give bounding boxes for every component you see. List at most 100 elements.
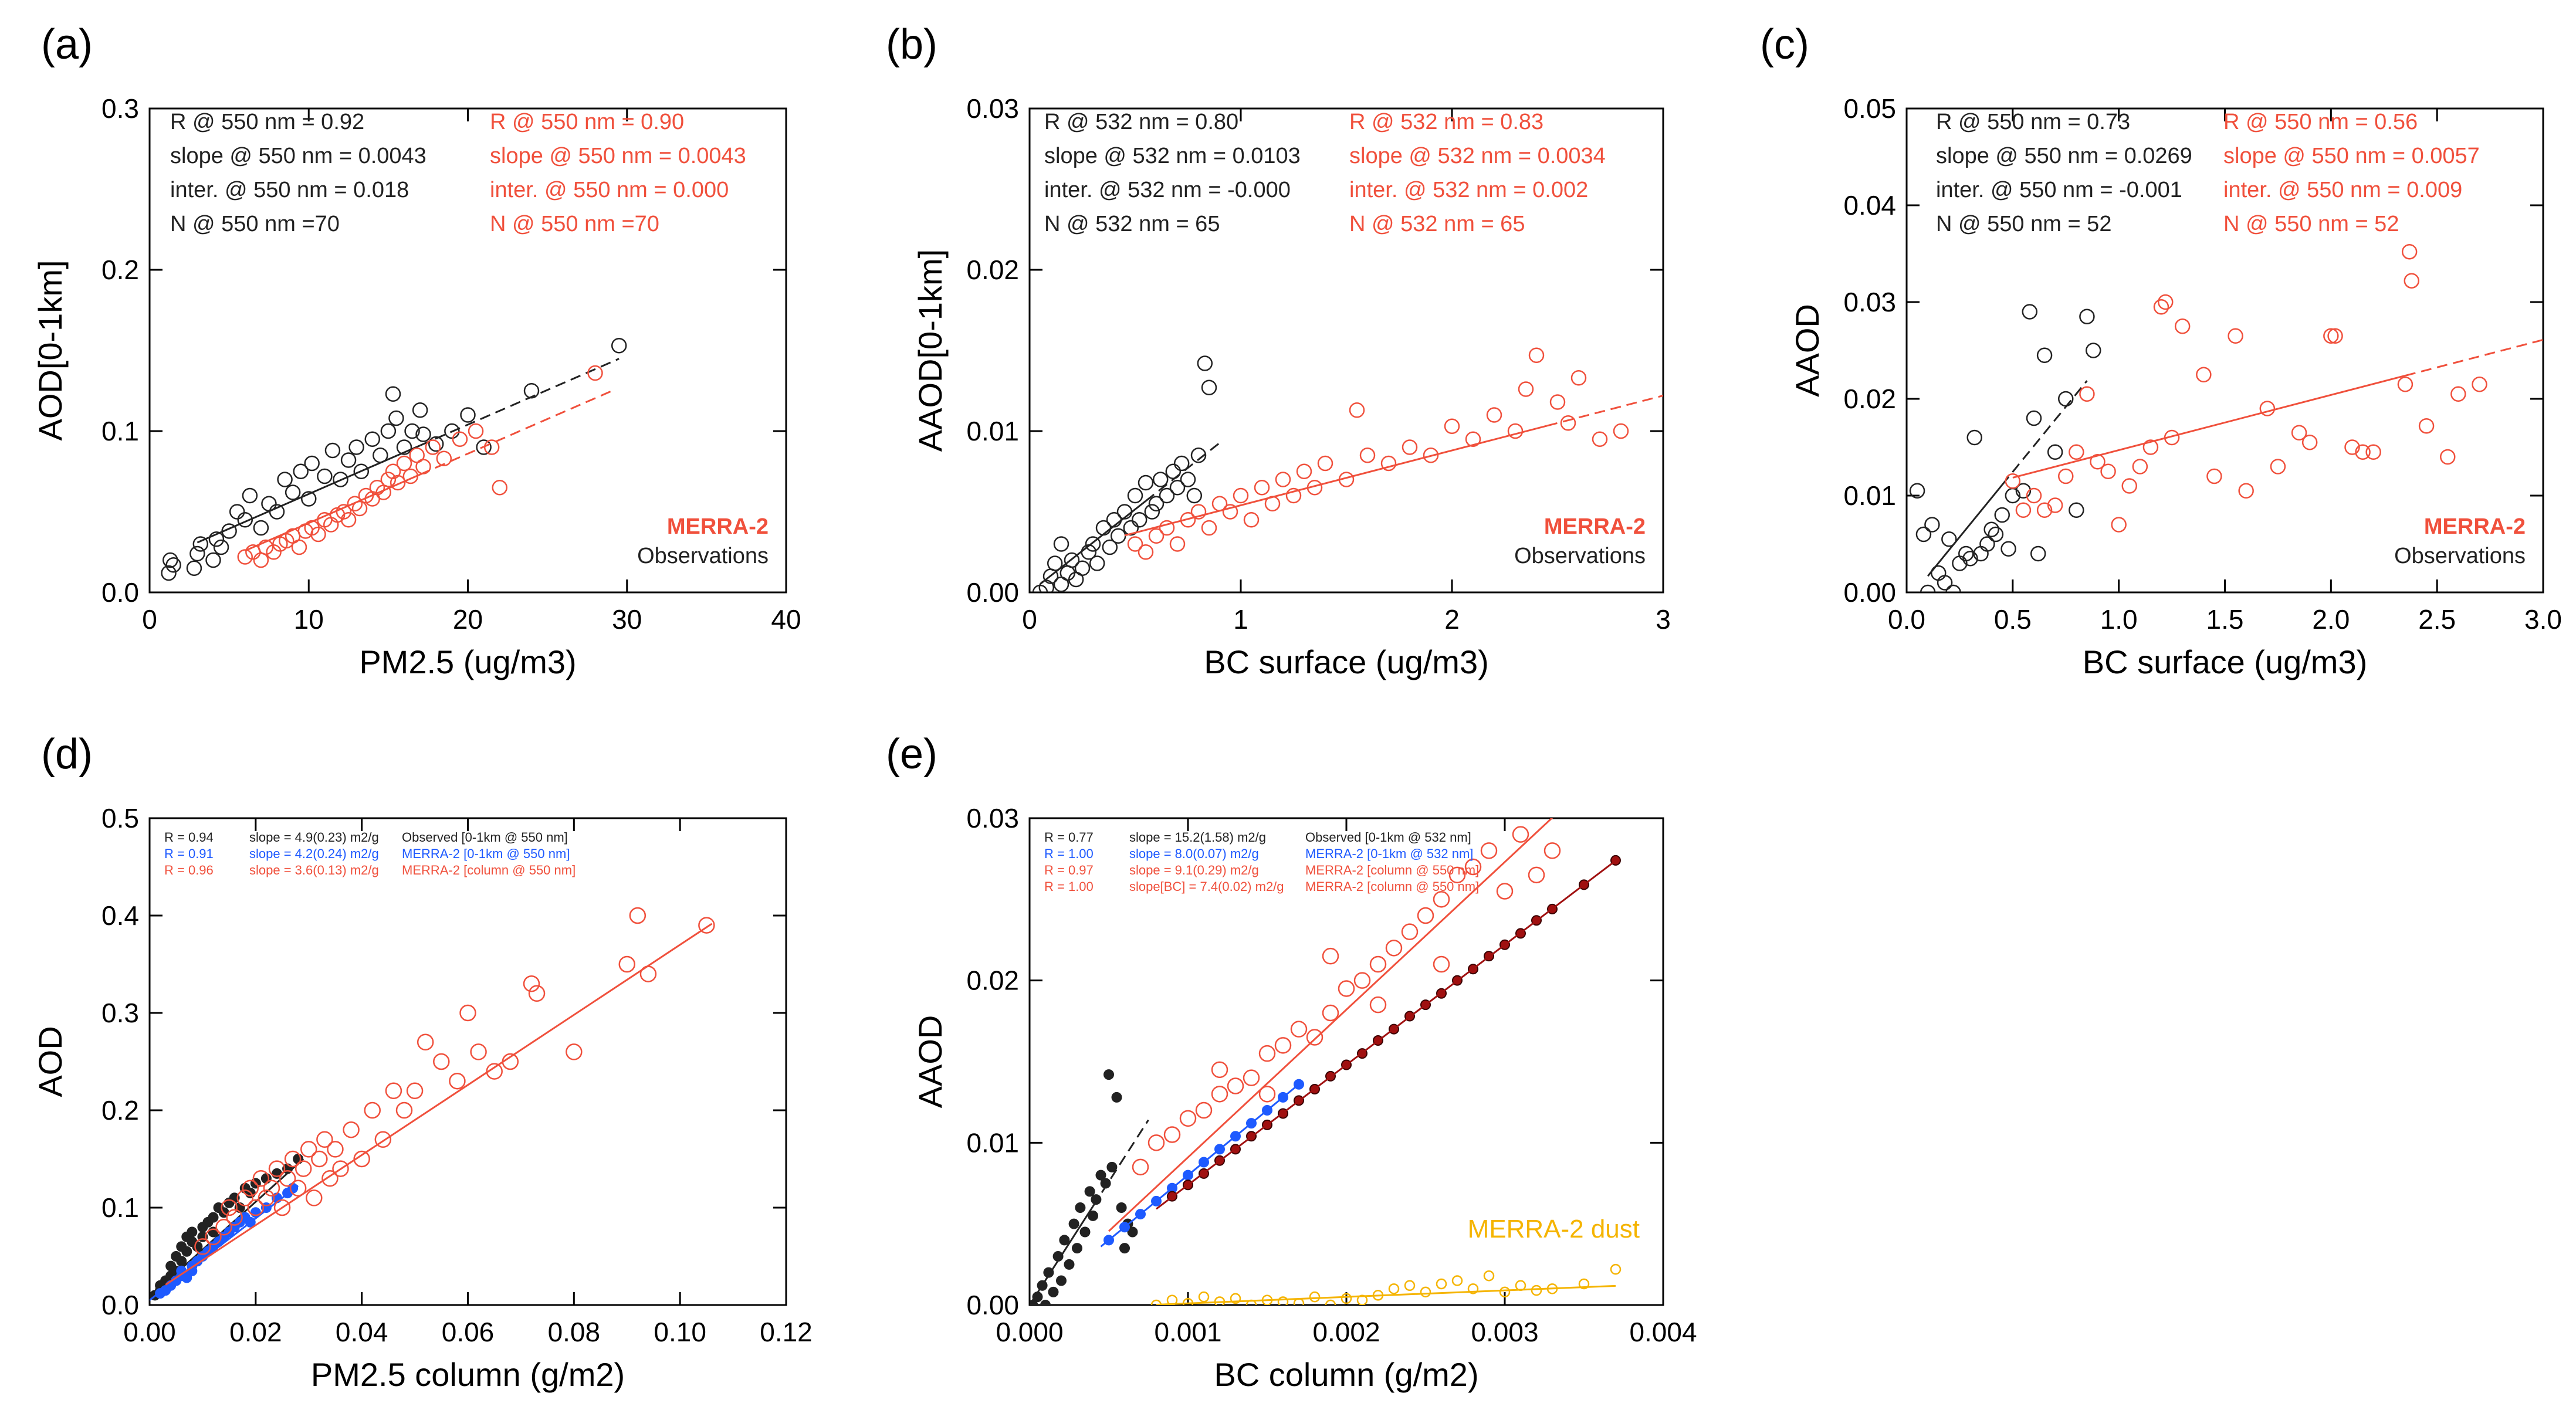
data-point (269, 504, 285, 520)
data-point (2401, 243, 2418, 260)
series-1 (1124, 347, 1663, 560)
data-point (316, 1131, 333, 1148)
data-point (1190, 448, 1207, 463)
data-point (277, 472, 293, 487)
data-point (1127, 536, 1143, 552)
stat-text: R @ 550 nm = 0.56 (2223, 110, 2418, 134)
data-point (2015, 502, 2032, 518)
fit-line (165, 923, 713, 1286)
data-point (364, 1101, 381, 1119)
data-point (205, 552, 221, 568)
data-point (1132, 1158, 1149, 1176)
data-point (353, 463, 370, 479)
data-point (449, 1072, 466, 1090)
data-point (2153, 299, 2169, 315)
data-point (1962, 551, 1978, 567)
data-point (528, 985, 546, 1002)
legend-desc: MERRA-2 [0-1km @ 532 nm] (1305, 846, 1473, 861)
data-point (1173, 455, 1190, 472)
y-tick-label: 0.02 (1843, 384, 1896, 414)
data-point (2036, 502, 2053, 518)
data-point (385, 1082, 402, 1100)
data-point (1983, 521, 1999, 537)
data-point (343, 1121, 360, 1138)
legend-slope: slope = 3.6(0.13) m2/g (249, 863, 379, 877)
data-point (1325, 1299, 1336, 1305)
data-point (523, 383, 540, 399)
series-0 (1032, 355, 1220, 592)
data-point (2344, 439, 2360, 455)
panel-c: (c) 0.0 0.5 1.0 1.5 2.0 2.5 3.0 0.00 0.01 0.02 0.03… (1760, 21, 2562, 680)
legend-slope: slope[BC] = 7.4(0.02) m2/g (1129, 879, 1284, 894)
data-point (1483, 1270, 1495, 1282)
x-tick-label: 2 (1444, 604, 1460, 635)
data-point (396, 455, 412, 472)
data-point (1068, 1218, 1079, 1229)
y-tick-label: 0.5 (101, 803, 139, 833)
data-point (1190, 504, 1207, 520)
data-point (1423, 448, 1439, 463)
data-point (1064, 552, 1080, 568)
x-tick-label: 40 (771, 604, 801, 635)
data-point (1385, 940, 1403, 957)
y-tick-label: 0.01 (966, 416, 1019, 446)
data-point (321, 1170, 338, 1187)
data-point (163, 552, 178, 568)
data-point (1111, 1092, 1122, 1103)
x-axis-label: BC column (g/m2) (1214, 1356, 1478, 1393)
data-point (208, 1212, 219, 1223)
panel-label: (c) (1760, 21, 1809, 68)
data-point (2058, 468, 2074, 484)
legend-slope: slope = 4.9(0.23) m2/g (249, 830, 379, 845)
x-tick-label: 10 (294, 604, 324, 635)
x-axis-label: PM2.5 column (g/m2) (311, 1356, 625, 1393)
data-point (1369, 996, 1387, 1014)
data-point (2228, 328, 2243, 344)
data-point (1144, 504, 1160, 520)
fit-line (1156, 1284, 1616, 1305)
data-point (1448, 866, 1466, 884)
data-point (1102, 539, 1118, 555)
data-point (374, 1131, 392, 1148)
legend-slope: slope = 4.2(0.24) m2/g (249, 846, 379, 861)
data-point (1924, 517, 1940, 533)
stat-text: inter. @ 550 nm = 0.000 (490, 178, 729, 202)
stat-text: slope @ 532 nm = 0.0034 (1349, 144, 1606, 168)
data-point (1197, 355, 1213, 371)
fit-line (1927, 484, 2003, 577)
data-point (1945, 584, 1961, 592)
data-point (1417, 907, 1434, 924)
x-tick-label: 0.12 (760, 1317, 813, 1347)
data-point (1085, 536, 1101, 552)
data-point (2005, 473, 2021, 489)
data-point (1467, 1283, 1479, 1294)
data-point (263, 1179, 280, 1197)
data-point (2121, 478, 2137, 494)
data-point (1227, 1077, 1244, 1094)
data-point (2100, 463, 2116, 479)
stat-text: N @ 550 nm =70 (490, 212, 659, 236)
data-point (2327, 328, 2343, 344)
data-point (1110, 528, 1126, 544)
data-point (2472, 377, 2487, 392)
data-point (1169, 480, 1186, 496)
x-tick-label: 0 (142, 604, 157, 635)
data-point (2206, 468, 2222, 484)
data-point (1064, 1259, 1075, 1270)
data-point (396, 439, 412, 455)
data-point (1499, 1286, 1511, 1298)
data-point (2259, 401, 2276, 416)
data-point (2450, 386, 2466, 402)
data-point (284, 1150, 302, 1168)
data-point (1909, 483, 1925, 499)
data-point (2355, 444, 2371, 460)
data-point (332, 1160, 349, 1177)
fit-line (1030, 1205, 1094, 1305)
data-point (1230, 1293, 1241, 1304)
data-point (1322, 1004, 1339, 1022)
data-point (1038, 579, 1055, 592)
data-point (406, 1082, 424, 1100)
data-point (1433, 955, 1450, 973)
data-point (1543, 842, 1561, 859)
data-point (1147, 1134, 1165, 1151)
